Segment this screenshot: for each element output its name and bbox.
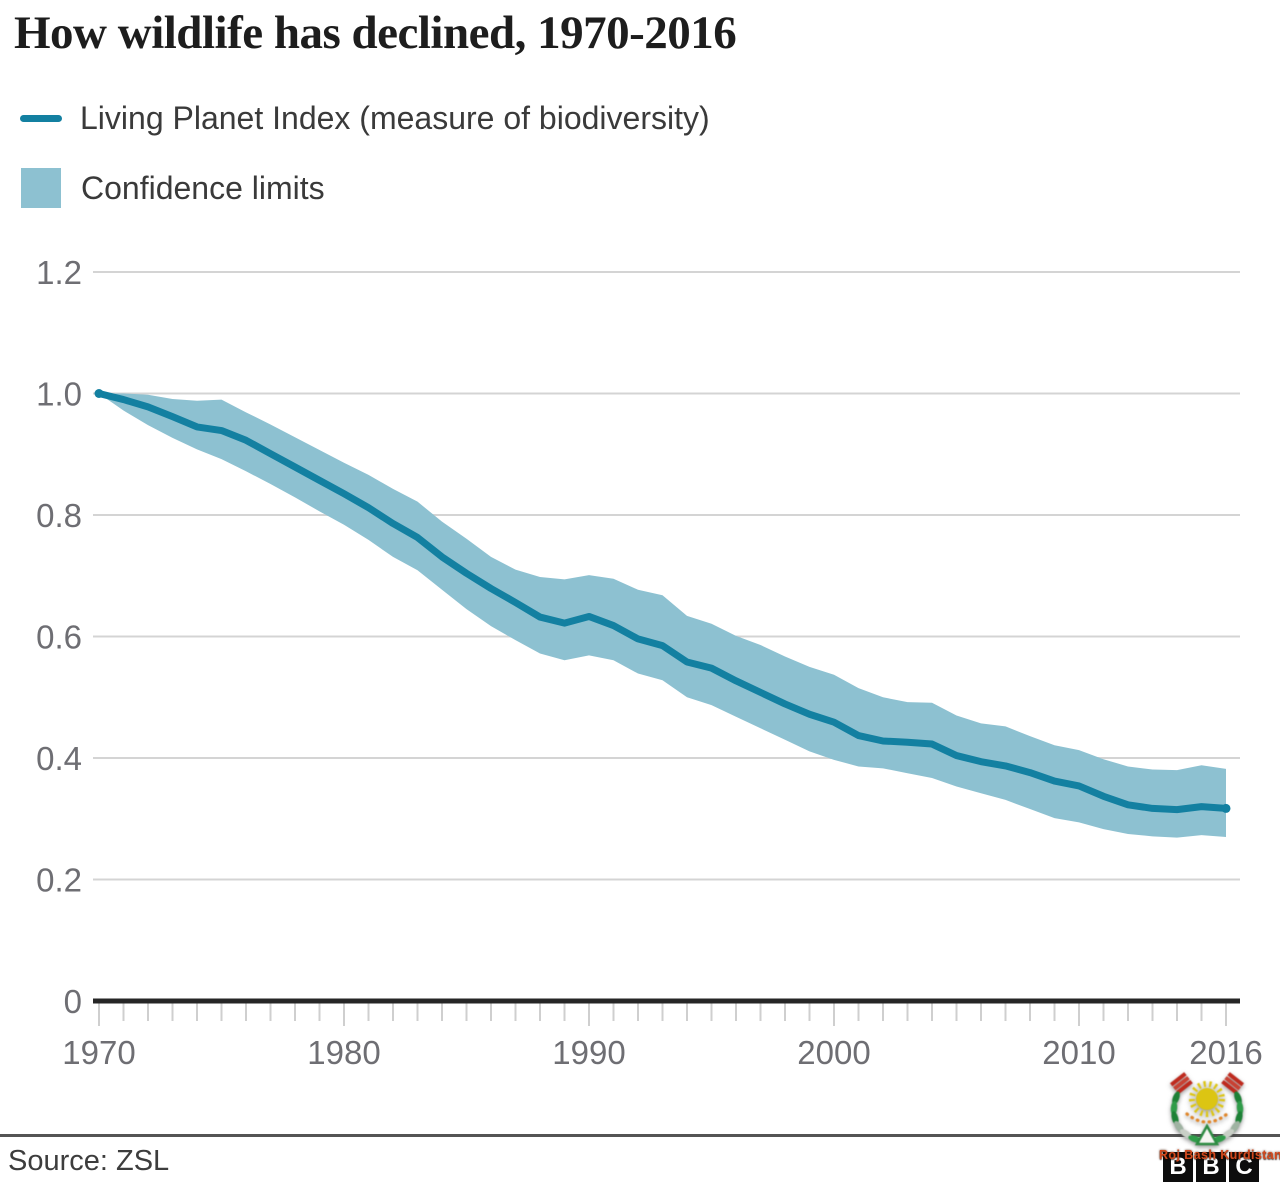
x-tick-label: 2000 [797, 1034, 870, 1071]
x-tick-label: 2016 [1189, 1034, 1262, 1071]
watermark-text: Roj Bash Kurdistan [1159, 1148, 1280, 1162]
x-tick-label: 1970 [62, 1034, 135, 1071]
y-tick-label: 0.6 [36, 619, 82, 656]
line-start-dot [94, 389, 104, 398]
legend-label-lpi: Living Planet Index (measure of biodiver… [80, 99, 710, 136]
ribbon-left-icon [1169, 1072, 1193, 1095]
laurel-wreath-icon [1170, 1091, 1244, 1143]
line-end-dot [1221, 803, 1231, 813]
bbc-logo: B B C [1163, 1152, 1262, 1182]
y-tick-label: 1.0 [36, 376, 82, 413]
x-tick-label: 1990 [552, 1034, 625, 1071]
source-attribution: Source: ZSL [8, 1145, 170, 1177]
legend-label-confidence: Confidence limits [81, 169, 325, 206]
ribbon-right-icon [1221, 1072, 1245, 1095]
watermark-wreath-sun-icon [1169, 1072, 1245, 1146]
footer-divider [0, 1134, 1280, 1137]
y-tick-label: 0.8 [36, 497, 82, 534]
sun-icon [1189, 1081, 1225, 1117]
lpi-line [95, 390, 1230, 814]
x-tick-label: 1980 [307, 1034, 380, 1071]
y-tick-label: 0 [64, 983, 82, 1020]
legend-item-confidence: Confidence limits [20, 166, 710, 210]
bbc-logo-letter-c: C [1229, 1152, 1259, 1182]
confidence-box-swatch [21, 168, 61, 208]
y-tick-label: 1.2 [36, 254, 82, 291]
legend-item-lpi: Living Planet Index (measure of biodiver… [20, 96, 710, 140]
x-tick-label: 2010 [1042, 1034, 1115, 1071]
y-tick-label: 0.2 [36, 862, 82, 899]
confidence-band [99, 393, 1226, 838]
bbc-logo-letter-b2: B [1196, 1152, 1226, 1182]
page-title: How wildlife has declined, 1970-2016 [14, 7, 737, 59]
lpi-line-swatch [20, 114, 62, 122]
triangle-icon [1194, 1123, 1220, 1146]
chart-legend: Living Planet Index (measure of biodiver… [20, 96, 710, 236]
bbc-logo-letter-b1: B [1163, 1152, 1193, 1182]
y-tick-label: 0.4 [36, 740, 82, 777]
